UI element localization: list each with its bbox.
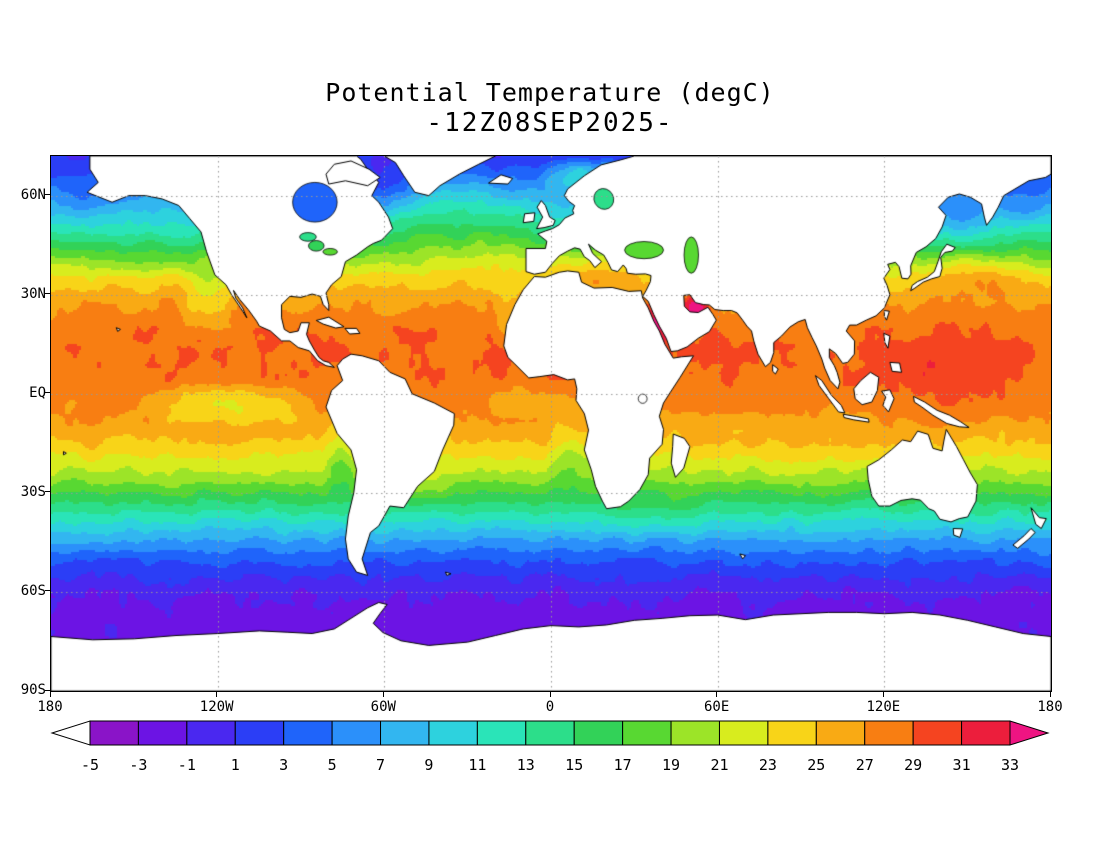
x-tick-label: 180 bbox=[1037, 699, 1063, 715]
colorbar-tick-label: 29 bbox=[904, 756, 922, 774]
colorbar-cell bbox=[476, 720, 527, 746]
y-tick-label: 60S bbox=[20, 582, 46, 599]
colorbar-cell bbox=[912, 720, 963, 746]
x-tick-mark bbox=[716, 691, 718, 697]
colorbar-tick-label: 9 bbox=[424, 756, 433, 774]
y-tick-mark bbox=[45, 194, 50, 196]
colorbar-cell bbox=[525, 720, 575, 746]
colorbar-tick-label: 19 bbox=[662, 756, 680, 774]
y-tick-label: EQ bbox=[29, 384, 46, 401]
x-tick-label: 120E bbox=[866, 699, 901, 715]
colorbar-tick-label: 1 bbox=[231, 756, 240, 774]
x-tick-mark bbox=[882, 691, 884, 697]
chart-title: Potential Temperature (degC) bbox=[325, 78, 775, 107]
colorbar-cell bbox=[137, 720, 188, 746]
colorbar-tick-label: 11 bbox=[468, 756, 486, 774]
colorbar-tick-label: 27 bbox=[856, 756, 874, 774]
y-tick-mark bbox=[45, 689, 50, 691]
colorbar-tick-label: 15 bbox=[565, 756, 583, 774]
x-tick-label: 60E bbox=[704, 699, 730, 715]
colorbar-cell bbox=[767, 720, 817, 746]
colorbar-scale: -5 -3 -1 1 3 5 7 9 11 13 15 17 19 21 23 25 27 29 31 33 bbox=[50, 720, 1050, 774]
colorbar-tick-label: 7 bbox=[376, 756, 385, 774]
colorbar-cell bbox=[815, 720, 866, 746]
colorbar-tick-label: 33 bbox=[1001, 756, 1019, 774]
colorbar-cell bbox=[670, 720, 720, 746]
colorbar-tick-label: 13 bbox=[517, 756, 535, 774]
colorbar-cell bbox=[234, 720, 285, 746]
x-tick-mark bbox=[549, 691, 551, 697]
y-tick-label: 30N bbox=[20, 285, 46, 302]
colorbar-cell bbox=[864, 720, 914, 746]
x-tick-mark bbox=[49, 691, 51, 697]
x-tick-label: 180 bbox=[37, 699, 63, 715]
temperature-map-canvas bbox=[51, 156, 1051, 691]
colorbar-cell bbox=[283, 720, 333, 746]
colorbar-cell bbox=[89, 720, 139, 746]
chart-subtitle: -12Z08SEP2025- bbox=[426, 108, 674, 138]
colorbar-cell bbox=[718, 720, 769, 746]
colorbar-tick-label: -3 bbox=[129, 756, 147, 774]
y-tick-label: 60N bbox=[20, 186, 46, 203]
colorbar-cell bbox=[380, 720, 430, 746]
colorbar-cell bbox=[622, 720, 672, 746]
map-plot bbox=[50, 155, 1052, 692]
x-tick-label: 0 bbox=[545, 699, 555, 715]
colorbar-tick-label: 25 bbox=[807, 756, 825, 774]
colorbar-cell bbox=[186, 720, 236, 746]
colorbar-tick-label: 31 bbox=[953, 756, 971, 774]
colorbar-tick-label: 21 bbox=[710, 756, 728, 774]
y-tick-label: 30S bbox=[20, 483, 46, 500]
colorbar: -5 -3 -1 1 3 5 7 9 11 13 15 17 19 21 23 25 27 29 31 33 bbox=[50, 720, 1050, 784]
y-tick-mark bbox=[45, 491, 50, 493]
colorbar-tick-label: 17 bbox=[614, 756, 632, 774]
x-tick-mark bbox=[216, 691, 218, 697]
y-tick-mark bbox=[45, 590, 50, 592]
colorbar-tick-label: -5 bbox=[81, 756, 99, 774]
colorbar-over-arrow bbox=[1009, 720, 1050, 746]
y-tick-label: 90S bbox=[20, 682, 46, 698]
colorbar-cell bbox=[331, 720, 382, 746]
colorbar-tick-label: -1 bbox=[178, 756, 196, 774]
colorbar-under-arrow bbox=[50, 720, 91, 746]
y-tick-mark bbox=[45, 293, 50, 295]
x-tick-mark bbox=[1049, 691, 1051, 697]
colorbar-cell bbox=[961, 720, 1011, 746]
x-tick-label: 60W bbox=[370, 699, 396, 715]
x-tick-mark bbox=[382, 691, 384, 697]
x-tick-label: 120W bbox=[199, 699, 234, 715]
colorbar-tick-label: 3 bbox=[279, 756, 288, 774]
colorbar-tick-label: 5 bbox=[328, 756, 337, 774]
y-tick-mark bbox=[45, 392, 50, 394]
colorbar-cell bbox=[573, 720, 624, 746]
colorbar-tick-label: 23 bbox=[759, 756, 777, 774]
colorbar-cell bbox=[428, 720, 478, 746]
